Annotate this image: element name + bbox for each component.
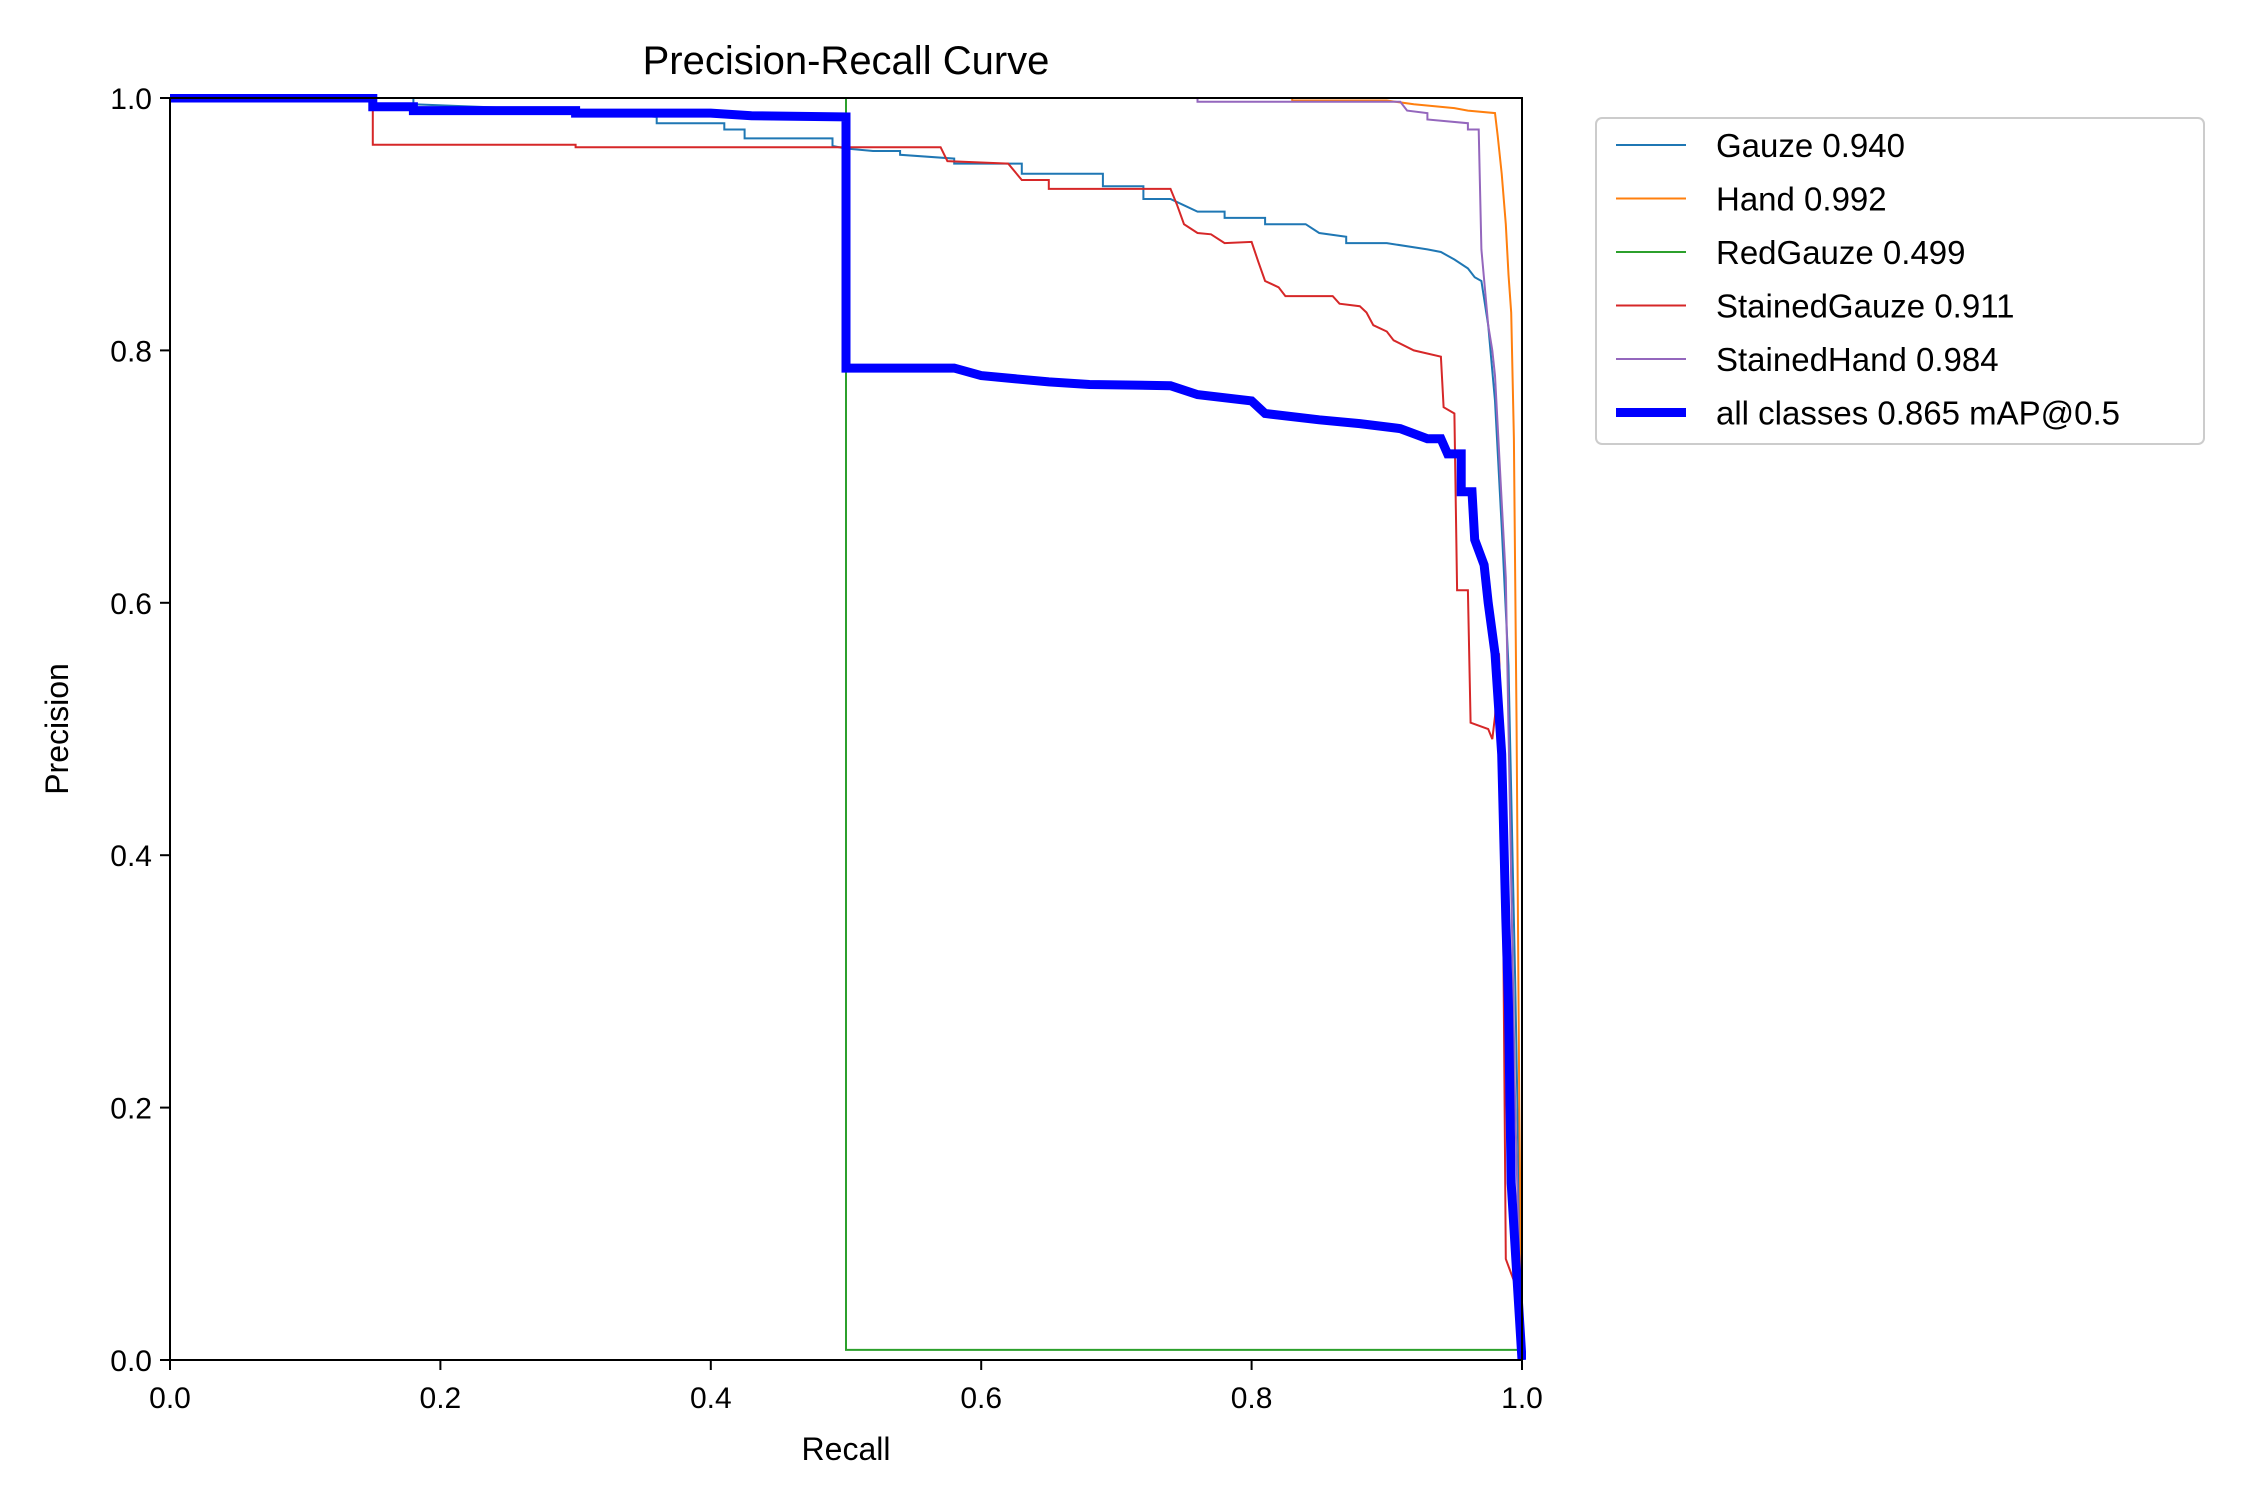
series-line-0	[170, 97, 1523, 1361]
series-line-4	[170, 97, 1523, 1361]
legend: Gauze 0.940 Hand 0.992 RedGauze 0.499 Stain…	[1595, 117, 2205, 445]
legend-entry-label: StainedGauze 0.911	[1716, 288, 2014, 325]
y-axis-label: Precision	[39, 663, 75, 795]
plot-frame	[169, 97, 1523, 1361]
y-tick-label: 0.6	[110, 588, 152, 621]
legend-box	[1595, 117, 2205, 445]
x-tick-label: 0.6	[960, 1382, 1002, 1415]
legend-entry-label: Hand 0.992	[1716, 181, 1887, 218]
series-line-1	[170, 97, 1523, 1361]
y-tick-label: 0.2	[110, 1093, 152, 1126]
axes-layer: 0.0 0.2 0.4 0.6 0.8 1.0 0.0 0.2 0.4 0.6 0.8 1.0	[110, 83, 1543, 1415]
legend-entry-label: Gauze 0.940	[1716, 127, 1905, 164]
legend-entry-label: all classes 0.865 mAP@0.5	[1716, 395, 2120, 432]
y-tick-label: 1.0	[110, 83, 152, 116]
y-tick-label: 0.4	[110, 840, 152, 873]
series-line-3	[170, 97, 1523, 1361]
curves-layer	[170, 94, 1526, 1361]
y-tick-label: 0.8	[110, 335, 152, 368]
legend-entry-label: StainedHand 0.984	[1716, 341, 1999, 378]
legend-entry-label: RedGauze 0.499	[1716, 234, 1966, 271]
x-tick-label: 0.0	[149, 1382, 191, 1415]
x-tick-label: 0.8	[1231, 1382, 1273, 1415]
x-tick-label: 0.2	[420, 1382, 462, 1415]
x-tick-label: 0.4	[690, 1382, 732, 1415]
series-line-5	[170, 94, 1526, 1361]
y-tick-label: 0.0	[110, 1345, 152, 1378]
x-axis-label: Recall	[802, 1431, 891, 1467]
x-tick-label: 1.0	[1501, 1382, 1543, 1415]
chart-title: Precision-Recall Curve	[643, 39, 1050, 83]
